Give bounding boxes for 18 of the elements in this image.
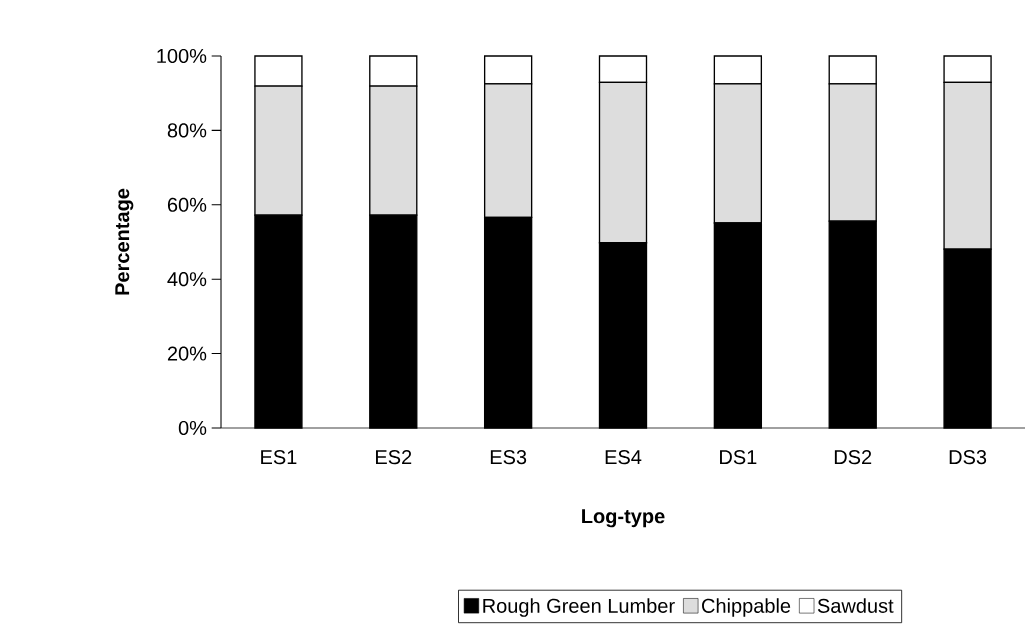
x-tick-label: DS1: [720, 450, 757, 465]
legend-label: Chippable: [702, 598, 791, 617]
x-tick-label: ES4: [605, 450, 642, 465]
y-tick-label: 20%: [167, 346, 207, 361]
x-tick-label: ES2: [376, 450, 412, 465]
legend-label: Rough Green Lumber: [483, 598, 675, 617]
y-tick-label: 100%: [157, 48, 207, 64]
y-axis-title: Percentage: [115, 188, 134, 295]
legend-label: Sawdust: [817, 598, 894, 613]
x-tick-label: DS2: [834, 450, 872, 465]
y-tick-label: 80%: [167, 123, 207, 138]
y-tick-label: 40%: [167, 272, 207, 287]
y-tick-label: 60%: [167, 197, 207, 212]
x-axis-title: Log-type: [582, 509, 665, 528]
x-tick-label: DS3: [949, 450, 987, 465]
x-tick-label: ES3: [490, 450, 527, 465]
x-tick-label: ES1: [261, 450, 297, 465]
y-tick-label: 0%: [178, 420, 207, 436]
